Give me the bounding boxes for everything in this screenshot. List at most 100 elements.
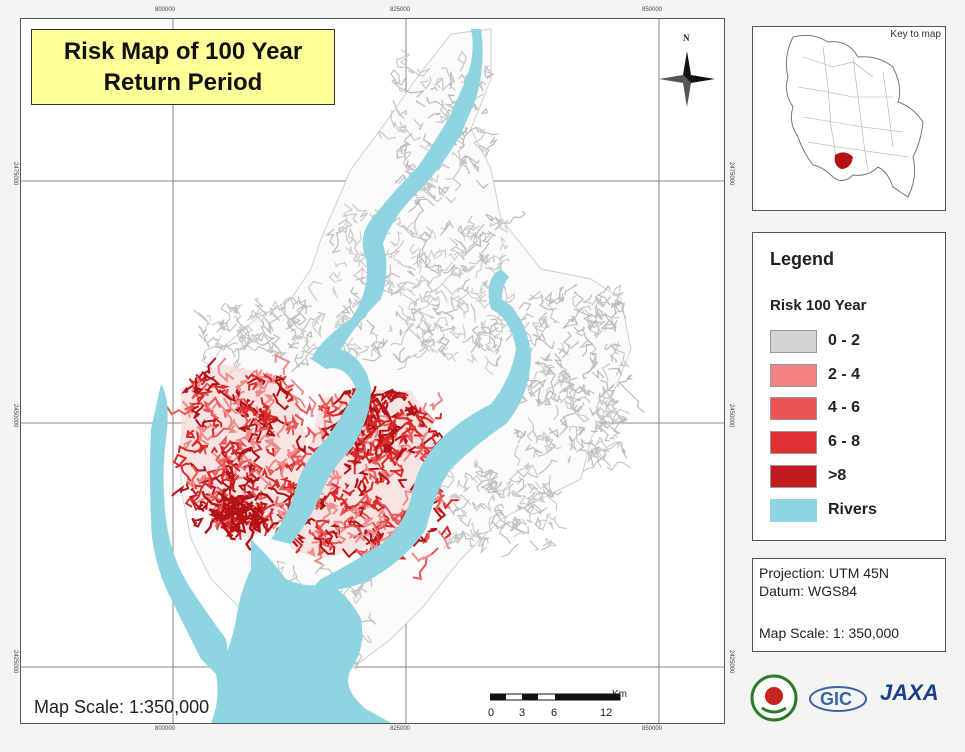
channel-segment [448,493,459,501]
channel-segment [242,336,253,345]
channel-segment [361,473,370,489]
channel-segment [548,427,559,439]
channel-segment [171,483,190,497]
channel-segment [512,484,527,498]
channel-segment [614,303,627,320]
channel-segment [445,99,460,109]
channel-segment [528,379,547,398]
channel-segment [573,291,585,307]
channel-segment [292,296,308,315]
channel-segment [200,355,214,371]
channel-segment [238,424,251,433]
channel-segment [296,328,304,341]
channel-segment [232,304,241,314]
channel-segment [425,143,434,148]
channel-segment [439,106,450,124]
channel-segment [472,163,479,174]
channel-segment [447,94,459,108]
channel-segment [172,453,188,469]
channel-segment [597,392,612,405]
channel-segment [376,413,397,430]
channel-segment [192,394,205,406]
channel-segment [351,587,368,598]
channel-segment [387,281,408,297]
channel-segment [290,449,301,459]
channel-segment [568,441,577,451]
channel-segment [449,327,461,340]
channel-segment [390,110,406,134]
channel-segment [236,398,248,405]
channel-segment [438,336,450,357]
channel-segment [553,353,563,369]
channel-segment [398,393,408,402]
channel-segment [483,69,495,79]
channel-segment [436,273,453,290]
channel-segment [389,391,401,403]
legend-label-2-4: 2 - 4 [828,366,861,383]
channel-segment [508,466,527,486]
channel-segment [350,446,360,460]
channel-segment [339,224,348,233]
channel-segment [610,353,617,363]
channel-segment [460,264,471,274]
channel-segment [379,470,391,485]
channel-segment [546,302,560,323]
channel-segment [186,479,196,490]
channel-segment [443,264,456,274]
channel-segment [526,464,539,478]
channel-segment [265,447,275,458]
channel-segment [184,496,198,511]
map-frame[interactable]: Risk Map of 100 Year Return Period N Map… [20,18,725,724]
channel-segment [405,416,415,427]
channel-segment [574,413,590,423]
channel-segment [223,410,238,434]
scale-bar-label-6: 6 [551,707,558,719]
channel-segment [496,260,504,271]
channel-segment [427,248,443,260]
legend-label-gt8: >8 [828,467,847,484]
channel-segment [520,395,528,404]
channel-segment [246,482,259,492]
channel-segment [463,244,481,257]
channel-segment [282,460,296,473]
channel-segment [483,256,495,265]
channel-segment [553,388,569,405]
channel-segment [202,408,220,420]
channel-segment [354,579,373,594]
channel-segment [594,298,610,308]
channel-segment [612,291,625,302]
channel-segment [283,415,293,432]
channel-segment [197,325,208,336]
channel-segment [346,531,366,542]
channel-segment [234,379,248,392]
channel-segment [217,357,235,384]
channel-segment [479,537,490,555]
map-canvas [21,19,724,723]
channel-segment [389,322,414,347]
grid-label-left-2: 2450000 [12,404,18,428]
channel-segment [253,441,263,453]
channel-segment [273,375,290,400]
channel-segment [609,431,621,440]
channel-segment [218,389,237,403]
channel-segment [560,369,575,386]
channel-segment [255,405,261,419]
channel-segment [262,321,272,336]
channel-segment [454,494,472,506]
channel-segment [576,329,595,358]
channel-segment [524,444,543,454]
channel-segment [453,530,475,542]
channel-segment [609,341,620,358]
channel-segment [399,329,403,337]
channel-segment [363,463,371,473]
channel-segment [410,251,426,260]
channel-segment [464,155,481,167]
channel-segment [430,86,439,92]
channel-segment [436,476,455,490]
channel-segment [516,430,524,444]
channel-segment [292,322,307,344]
channel-segment [402,427,425,437]
channel-segment [526,483,538,490]
channel-segment [586,356,599,375]
channel-segment [291,353,306,373]
